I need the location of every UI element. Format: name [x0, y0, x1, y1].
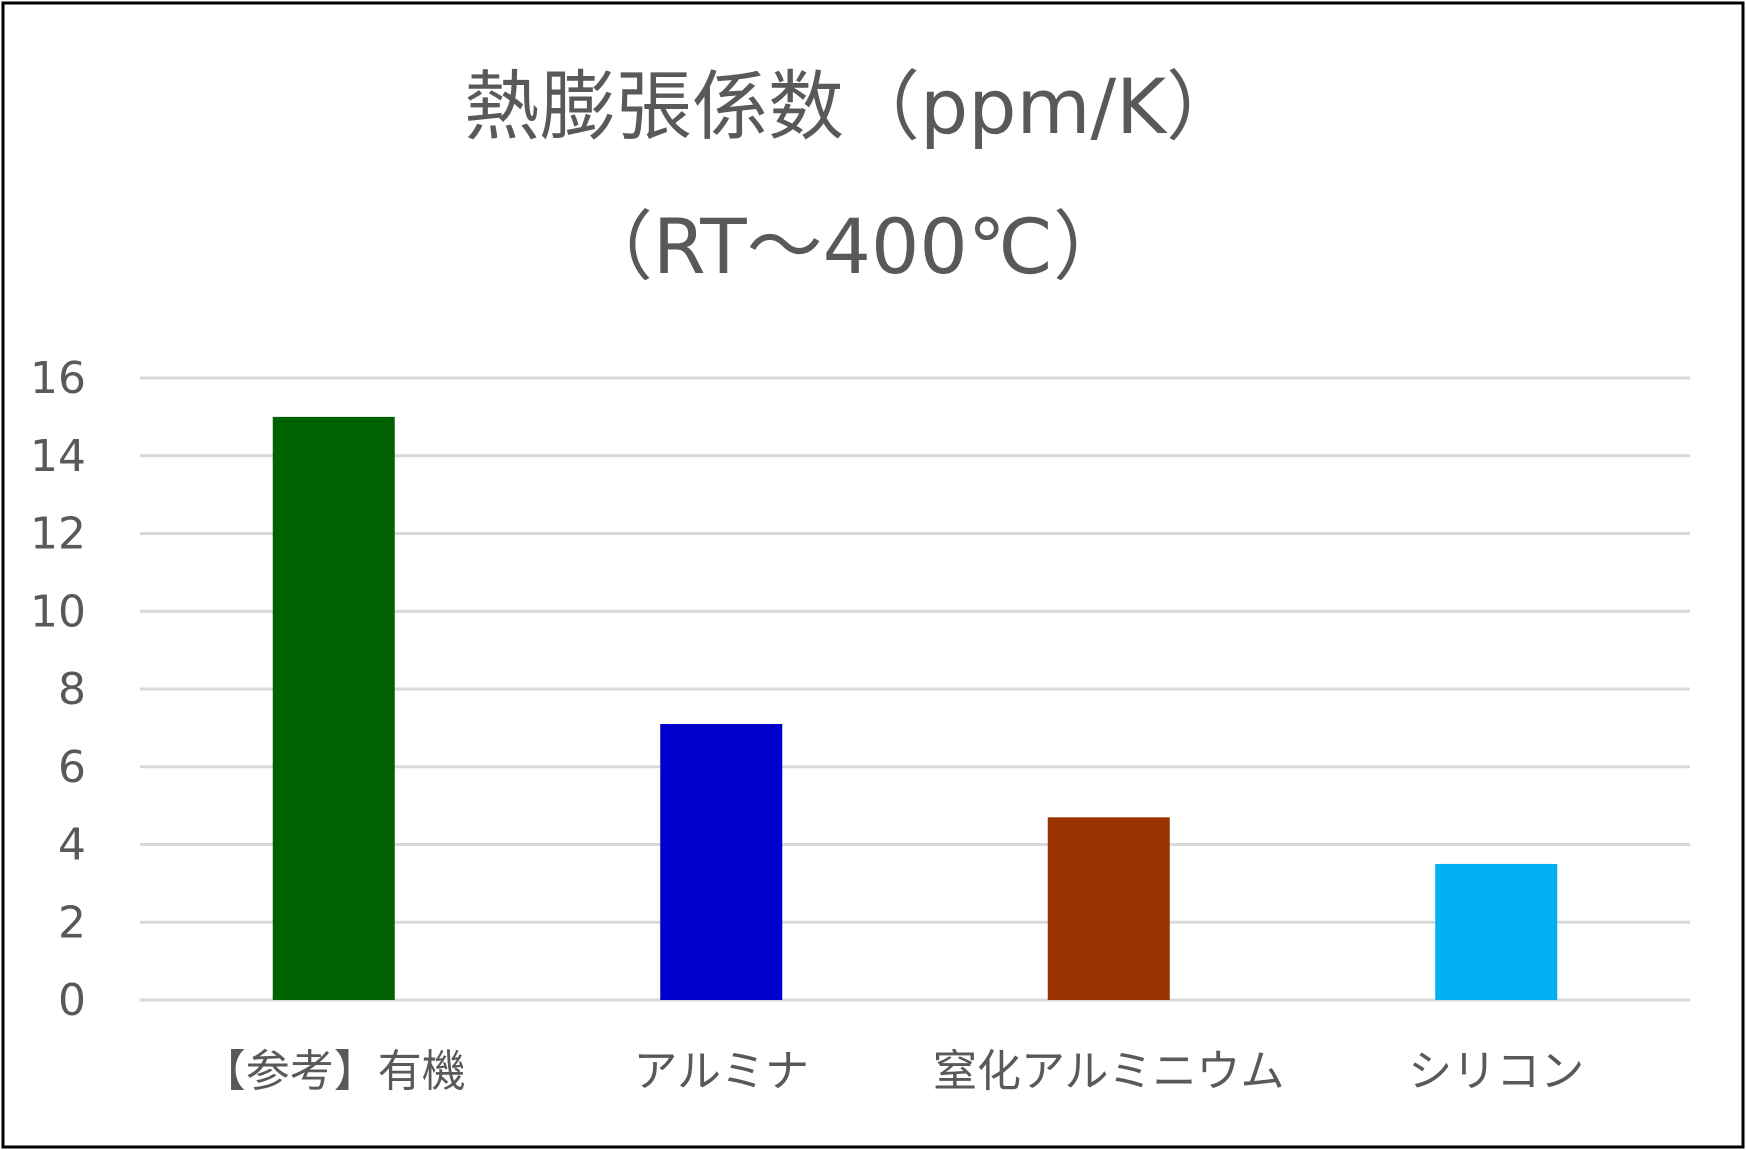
x-axis-labels: 【参考】有機 アルミナ 窒化アルミニウム シリコン — [202, 1046, 1585, 1097]
y-axis-ticks: 0 2 4 6 8 10 12 14 16 — [30, 353, 86, 1026]
bar — [1435, 863, 1558, 1000]
x-category-label: シリコン — [1408, 1046, 1584, 1097]
bar — [1047, 817, 1170, 1000]
chart-subtitle: （RT～400℃） — [577, 202, 1129, 291]
y-tick-label: 8 — [58, 664, 86, 715]
x-category-label: 【参考】有機 — [202, 1046, 466, 1097]
y-tick-label: 10 — [30, 586, 86, 637]
bar — [660, 723, 783, 1000]
bars — [272, 416, 1558, 1000]
bar — [272, 416, 395, 1000]
x-category-label: 窒化アルミニウム — [933, 1046, 1285, 1097]
gridlines — [140, 376, 1690, 1002]
y-tick-label: 4 — [58, 820, 86, 871]
y-tick-label: 14 — [30, 431, 86, 482]
y-tick-label: 12 — [30, 509, 86, 560]
y-tick-label: 2 — [58, 897, 86, 948]
chart-title: 熱膨張係数（ppm/K） — [464, 62, 1242, 151]
y-tick-label: 16 — [30, 353, 86, 404]
y-tick-label: 0 — [58, 975, 86, 1026]
y-tick-label: 6 — [58, 742, 86, 793]
x-category-label: アルミナ — [633, 1046, 809, 1097]
